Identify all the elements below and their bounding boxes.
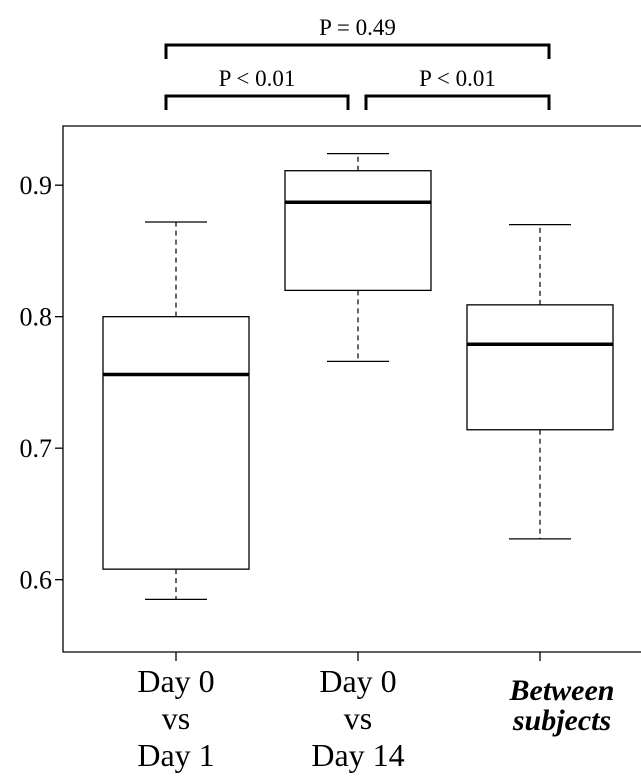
bracket-line	[164, 43, 551, 59]
iqr-box	[284, 170, 432, 292]
category-label-line: vs	[344, 700, 372, 736]
bracket: P < 0.01	[364, 66, 551, 110]
bracket: P < 0.01	[164, 66, 350, 110]
category-label-line: Day 0	[319, 663, 396, 699]
iqr-box	[102, 316, 250, 570]
category-label-line: vs	[162, 700, 190, 736]
bracket: P = 0.49	[164, 15, 551, 59]
y-tick-label: 0.7	[20, 434, 53, 463]
category-label-line: Day 14	[311, 737, 404, 773]
category-label-line: subjects	[512, 704, 611, 737]
p-value-label: P < 0.01	[419, 66, 496, 91]
bracket-line	[164, 94, 350, 110]
p-value-label: P < 0.01	[219, 66, 296, 91]
bracket-line	[364, 94, 551, 110]
y-tick-label: 0.6	[20, 566, 53, 595]
y-axis: 0.6 0.7 0.8 0.9	[20, 171, 63, 595]
iqr-box	[466, 304, 614, 431]
category-label-line: Day 1	[137, 737, 214, 773]
boxes	[102, 152, 614, 601]
box-3	[466, 223, 614, 540]
plot-frame	[62, 125, 641, 653]
y-tick-label: 0.8	[20, 303, 53, 332]
box-1	[102, 221, 250, 601]
plot-area	[62, 125, 641, 653]
box-2	[284, 152, 432, 363]
significance-brackets: P < 0.01 P < 0.01 P = 0.49	[164, 15, 551, 110]
category-label-line: Day 0	[137, 663, 214, 699]
p-value-label: P = 0.49	[319, 15, 396, 40]
y-tick-label: 0.9	[20, 171, 53, 200]
category-label-line: Between	[509, 674, 615, 707]
